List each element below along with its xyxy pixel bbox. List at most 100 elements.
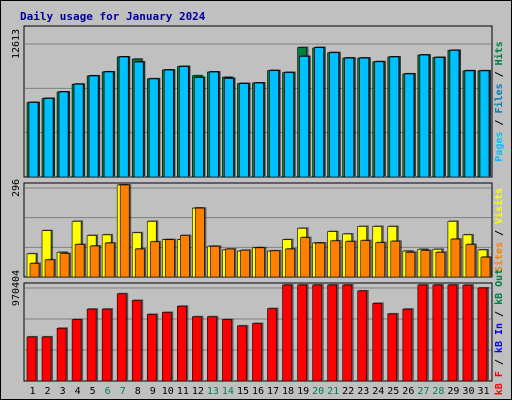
bar-pages-day-26 xyxy=(404,73,415,178)
bar-pages-day-20 xyxy=(314,47,324,178)
legend-part: / xyxy=(494,224,505,242)
bar-sites-day-22 xyxy=(345,241,355,278)
bar-sites-day-10 xyxy=(164,239,175,278)
bar-kb-f-day-26 xyxy=(402,308,413,382)
bar-kb-f-day-31 xyxy=(477,287,488,382)
bar-kb-f-day-20 xyxy=(312,284,322,382)
bar-kb-f-day-2 xyxy=(41,336,52,382)
legend-part: / xyxy=(494,114,505,132)
x-tick-label: 21 xyxy=(327,386,339,397)
x-tick-label: 18 xyxy=(282,386,294,397)
x-tick-label: 7 xyxy=(120,386,126,397)
bar-pages-day-18 xyxy=(284,72,294,178)
x-tick-label: 11 xyxy=(177,386,189,397)
x-tick-label: 17 xyxy=(267,386,279,397)
x-tick-label: 20 xyxy=(312,386,324,397)
x-tick-label: 28 xyxy=(432,386,444,397)
x-tick-label: 8 xyxy=(135,386,141,397)
bar-sites-day-2 xyxy=(44,259,55,278)
panel-kbytes: 970404 kB F / kB In / kB Out xyxy=(11,269,505,395)
x-tick-label: 25 xyxy=(387,386,399,397)
bar-pages-day-14 xyxy=(224,78,234,178)
legend-part: kB F xyxy=(494,371,505,395)
panel-hits-files-pages: 12613 Pages / Files / Hits xyxy=(11,25,505,178)
chart-title: Daily usage for January 2024 xyxy=(20,10,206,23)
bar-pages-day-21 xyxy=(329,52,339,178)
x-tick-label: 19 xyxy=(297,386,309,397)
bar-pages-day-5 xyxy=(88,75,99,178)
x-tick-label: 15 xyxy=(237,386,249,397)
bar-pages-day-8 xyxy=(133,61,144,178)
bar-sites-day-15 xyxy=(240,249,250,278)
y-max-label-hits-files-pages: 12613 xyxy=(11,29,22,59)
bar-kb-f-day-18 xyxy=(282,284,292,382)
bar-pages-day-11 xyxy=(179,66,189,178)
bar-pages-day-31 xyxy=(479,70,490,178)
x-tick-label: 23 xyxy=(357,386,369,397)
bar-kb-f-day-6 xyxy=(101,308,112,382)
x-tick-label: 1 xyxy=(30,386,36,397)
legend-part: / xyxy=(494,353,505,371)
bar-sites-day-16 xyxy=(255,247,265,278)
bar-pages-day-22 xyxy=(344,57,354,178)
bar-pages-day-27 xyxy=(419,54,430,178)
bar-kb-f-day-11 xyxy=(177,305,187,382)
legend-part: / xyxy=(494,305,505,323)
x-tick-label: 26 xyxy=(402,386,414,397)
bar-sites-day-19 xyxy=(300,237,310,278)
x-tick-label: 6 xyxy=(105,386,111,397)
bar-kb-f-day-3 xyxy=(56,327,67,382)
legend-part: Visits xyxy=(493,188,505,224)
y-max-label-visits-sites: 296 xyxy=(11,179,22,197)
x-tick-label: 27 xyxy=(417,386,429,397)
bar-pages-day-6 xyxy=(103,71,114,178)
bar-sites-day-30 xyxy=(465,244,476,278)
bar-sites-day-3 xyxy=(59,253,70,278)
legend-part: kB In xyxy=(494,323,505,353)
bar-sites-day-27 xyxy=(420,250,431,278)
bar-pages-day-12 xyxy=(194,77,204,178)
bar-kb-f-day-8 xyxy=(131,300,142,382)
bar-pages-day-24 xyxy=(374,61,385,178)
bar-sites-day-11 xyxy=(180,235,190,278)
bar-kb-f-day-16 xyxy=(252,323,262,382)
bar-sites-day-13 xyxy=(210,246,220,278)
bar-kb-f-day-28 xyxy=(432,284,443,382)
bar-kb-f-day-21 xyxy=(327,284,337,382)
legend-part: / xyxy=(494,65,505,83)
bar-pages-day-17 xyxy=(269,70,279,178)
legend-part: Files xyxy=(493,83,505,113)
x-tick-label: 12 xyxy=(192,386,204,397)
bar-kb-f-day-10 xyxy=(161,312,172,382)
bar-sites-day-26 xyxy=(405,252,416,278)
panel-visits-sites: 296 Sites / Visits xyxy=(11,179,505,278)
bar-kb-f-day-23 xyxy=(357,290,368,382)
x-tick-label: 10 xyxy=(162,386,174,397)
bar-pages-day-28 xyxy=(434,57,445,178)
bar-sites-day-18 xyxy=(285,248,295,278)
bar-pages-day-2 xyxy=(43,98,54,178)
bar-kb-f-day-7 xyxy=(116,293,127,382)
bar-kb-f-day-15 xyxy=(237,325,247,382)
x-tick-label: 24 xyxy=(372,386,384,397)
bar-kb-f-day-29 xyxy=(447,284,458,382)
bar-sites-day-21 xyxy=(330,240,340,278)
bar-kb-f-day-12 xyxy=(192,316,202,382)
side-legend-visits-sites: Sites / Visits xyxy=(493,188,505,272)
bar-sites-day-14 xyxy=(225,248,235,278)
bar-sites-day-28 xyxy=(435,252,446,278)
bar-kb-f-day-22 xyxy=(342,284,352,382)
bar-sites-day-8 xyxy=(134,248,145,278)
bar-sites-day-9 xyxy=(149,241,160,278)
x-tick-label: 3 xyxy=(60,386,66,397)
x-tick-label: 29 xyxy=(447,386,459,397)
bar-kb-f-day-30 xyxy=(462,284,473,382)
bar-pages-day-9 xyxy=(148,78,159,178)
bar-pages-day-13 xyxy=(209,71,219,178)
bar-sites-day-5 xyxy=(89,245,100,278)
x-tick-label: 16 xyxy=(252,386,264,397)
bar-pages-day-30 xyxy=(464,70,475,178)
bar-pages-day-25 xyxy=(389,56,400,178)
